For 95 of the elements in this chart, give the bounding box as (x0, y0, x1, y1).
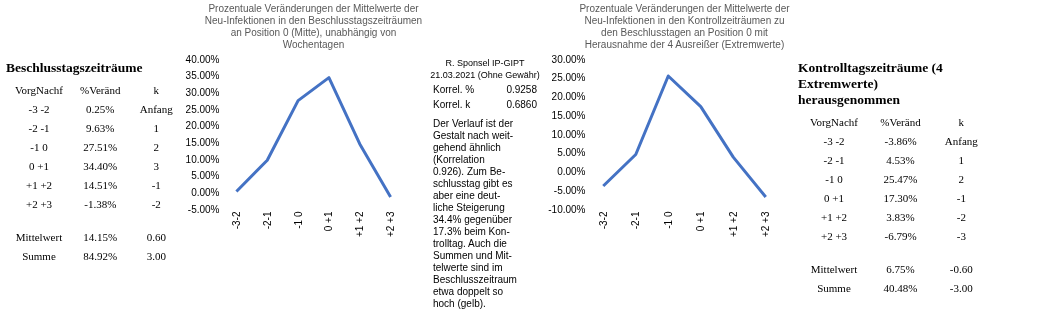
text: -3.86% (884, 135, 917, 147)
text: 3.83% (886, 211, 915, 223)
text: %Veränd (80, 84, 121, 96)
text: -0.60 (949, 263, 974, 275)
text: -1 0 (825, 173, 844, 185)
text: 0 +1 (29, 160, 49, 172)
y-tick-label: 25.00% (185, 103, 220, 115)
text: %Veränd (880, 116, 922, 128)
text: +2 +3 (25, 198, 53, 210)
text: -1 (151, 179, 161, 191)
text: 14.15% (83, 231, 118, 243)
text: 9.63% (86, 122, 115, 134)
text: +1 +2 (25, 179, 53, 191)
text: 1 (153, 122, 159, 134)
text: Der Verlauf ist der Gestalt nach weit- gehend ähnlich (Korrelation 0.926). Zum Be- schlusstag gibt es aber eine deut- liche Steigerung 34.4% gegenüber 17.3% beim Kon- trolltag. Auch die Summen und Mit- telwerte sind im Beschlusszeitraum etwa doppelt so hoch (gelb). (433, 118, 517, 309)
text: -1 (956, 192, 966, 204)
text: -3 (956, 230, 967, 242)
text: 6.75% (886, 263, 915, 275)
y-tick-label: 0.00% (557, 166, 586, 177)
x-tick-label: -3-2 (230, 211, 242, 230)
text: 2 (153, 141, 159, 153)
text: -2 -1 (28, 122, 50, 134)
x-tick-label: -3-2 (597, 211, 609, 230)
x-tick-label: -1 0 (292, 211, 304, 229)
y-tick-label: 0.00% (191, 186, 220, 198)
x-tick-label: +1 +2 (354, 211, 366, 238)
x-tick-label: 0 +1 (323, 211, 335, 232)
text: VorgNachf (810, 116, 859, 128)
text: -1.38% (84, 198, 117, 210)
x-tick-label: 0 +1 (695, 211, 707, 232)
text: -3 -2 (823, 135, 845, 147)
y-tick-label: 40.00% (185, 53, 220, 65)
text: 84.92% (83, 250, 118, 262)
y-tick-label: -5.00% (553, 184, 586, 196)
text: k (958, 116, 965, 128)
y-tick-label: -5.00% (187, 203, 220, 215)
text: 25.47% (883, 173, 918, 185)
text: 0.60 (146, 231, 167, 243)
y-tick-label: 15.00% (185, 136, 220, 148)
text: VorgNachf (15, 84, 64, 96)
text: Korrel. k (433, 99, 472, 110)
text: Mittelwert (810, 263, 858, 275)
text: Anfang (139, 103, 174, 115)
text: 0.6860 (506, 99, 538, 110)
chart-title: Prozentuale Veränderungen der Mittelwerte der Neu-Infektionen in den Beschlusstagszeiträumen an Position 0 (Mitte), unabhängig von Wochentagen (204, 3, 423, 50)
text: k (153, 84, 160, 96)
text: R. Sponsel IP-GIPT 21.03.2021 (Ohne Gewähr) (430, 58, 540, 80)
line-series (234, 76, 393, 199)
text: Kontrolltagszeiträume (4 Extremwerte) herausgenommen (798, 60, 944, 107)
text: 2 (958, 173, 965, 185)
y-tick-label: 10.00% (551, 128, 586, 140)
text: Anfang (944, 135, 979, 147)
text: -6.79% (884, 230, 917, 242)
text: -2 (956, 211, 966, 223)
text: -2 (151, 198, 161, 210)
text: 34.40% (83, 160, 118, 172)
x-tick-label: +2 +3 (385, 211, 397, 238)
y-tick-label: 35.00% (185, 70, 220, 82)
y-tick-label: 30.00% (185, 86, 220, 98)
text: 14.51% (83, 179, 118, 191)
text: 27.51% (83, 141, 118, 153)
y-tick-label: 20.00% (185, 120, 220, 132)
y-tick-label: -10.00% (548, 203, 586, 215)
y-tick-label: 30.00% (551, 53, 586, 65)
x-tick-label: +2 +3 (760, 211, 772, 238)
text: 0 +1 (824, 192, 844, 204)
y-tick-label: 25.00% (551, 72, 586, 84)
text: 4.53% (886, 154, 915, 166)
y-tick-label: 10.00% (185, 153, 220, 165)
text: 40.48% (883, 282, 918, 294)
y-tick-label: 20.00% (551, 91, 586, 102)
text: -3 -2 (28, 103, 50, 115)
text: Beschlusstagszeiträume (6, 60, 143, 75)
text: -2 -1 (823, 154, 845, 166)
text: 17.30% (883, 192, 918, 204)
text: 1 (958, 154, 965, 166)
text: -1 0 (30, 141, 49, 153)
x-tick-label: -2-1 (630, 211, 642, 230)
text: Mittelwert (15, 231, 63, 243)
y-tick-label: 5.00% (191, 170, 220, 182)
text: 3.00 (146, 250, 167, 262)
line-series (601, 74, 768, 199)
x-tick-label: +1 +2 (727, 211, 739, 238)
text: Korrel. % (433, 84, 475, 95)
text: 0.25% (86, 103, 115, 115)
text: 0.9258 (506, 84, 538, 95)
chart-title: Prozentuale Veränderungen der Mittelwerte der Neu-Infektionen in den Kontrollzeiträumen zu den Beschlusstagen an Position 0 mit Herausnahme der 4 Ausreißer (Extremwerte) (579, 3, 791, 50)
x-tick-label: -1 0 (662, 211, 674, 229)
y-tick-label: 5.00% (557, 147, 586, 159)
text: -3.00 (949, 282, 974, 294)
x-tick-label: -2-1 (261, 211, 273, 230)
text: 3 (153, 160, 160, 172)
text: Summe (22, 250, 56, 262)
y-tick-label: 15.00% (551, 109, 586, 121)
text: Summe (817, 282, 851, 294)
